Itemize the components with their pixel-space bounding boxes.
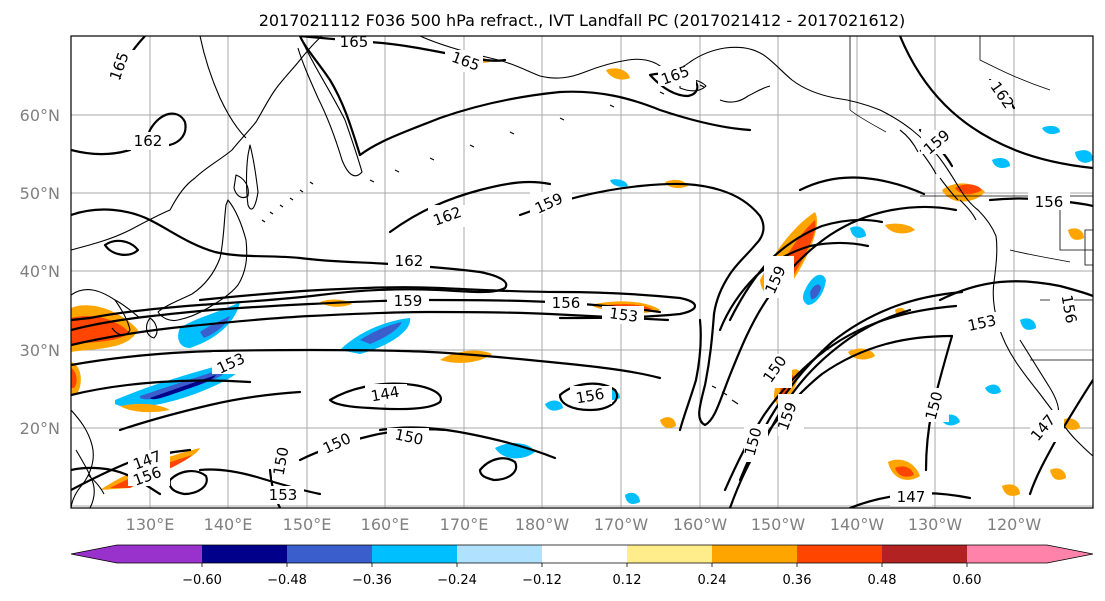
contour-label: 147 bbox=[897, 488, 926, 506]
contour-label: 162 bbox=[395, 252, 424, 270]
lon-label: 140°W bbox=[830, 515, 885, 534]
lon-label: 130°E bbox=[126, 515, 175, 534]
colorbar: −0.60 −0.48 −0.36 −0.24 −0.12 0.12 0.24 … bbox=[70, 544, 1094, 588]
lon-label: 150°E bbox=[283, 515, 332, 534]
colorbar-tick: 0.36 bbox=[783, 573, 812, 588]
lon-label: 180°W bbox=[515, 515, 570, 534]
lat-label: 20°N bbox=[20, 419, 60, 438]
colorbar-tick: −0.48 bbox=[267, 573, 307, 588]
lat-label: 60°N bbox=[20, 106, 60, 125]
lat-label: 40°N bbox=[20, 262, 60, 281]
colorbar-swatch bbox=[882, 545, 967, 563]
colorbar-tick: 0.48 bbox=[868, 573, 897, 588]
colorbar-tick: −0.12 bbox=[522, 573, 562, 588]
coastlines bbox=[71, 36, 1093, 508]
colorbar-outline bbox=[70, 544, 1094, 564]
colorbar-swatch bbox=[1047, 545, 1093, 563]
colorbar-swatch bbox=[372, 545, 457, 563]
lon-label: 140°E bbox=[204, 515, 253, 534]
lon-label: 130°W bbox=[908, 515, 963, 534]
colorbar-swatch bbox=[967, 545, 1047, 563]
contour-label: 156 bbox=[552, 294, 581, 312]
colorbar-tick: 0.12 bbox=[613, 573, 642, 588]
colorbar-swatch bbox=[797, 545, 882, 563]
contour-label: 153 bbox=[608, 304, 639, 326]
colorbar-tick: −0.24 bbox=[437, 573, 477, 588]
latitude-labels: 60°N 50°N 40°N 30°N 20°N bbox=[20, 106, 60, 438]
lon-label: 160°W bbox=[673, 515, 728, 534]
lon-label: 120°W bbox=[987, 515, 1042, 534]
lat-label: 30°N bbox=[20, 341, 60, 360]
contour-label: 156 bbox=[1058, 293, 1081, 324]
contour-label: 156 bbox=[1035, 193, 1064, 211]
contour-label-group: 165 165 165 165 162 162 162 162 159 159 … bbox=[106, 33, 1080, 506]
contour-label: 156 bbox=[574, 385, 605, 408]
contour-label: 165 bbox=[340, 33, 369, 51]
contour-label: 153 bbox=[269, 486, 298, 504]
colorbar-tick: 0.24 bbox=[698, 573, 727, 588]
contour-label: 150 bbox=[393, 425, 425, 449]
colorbar-tick: 0.60 bbox=[953, 573, 982, 588]
map-title: 2017021112 F036 500 hPa refract., IVT La… bbox=[259, 11, 906, 30]
lon-label: 160°E bbox=[361, 515, 410, 534]
colorbar-tick: −0.60 bbox=[182, 573, 222, 588]
colorbar-tick-labels: −0.60 −0.48 −0.36 −0.24 −0.12 0.12 0.24 … bbox=[182, 573, 981, 588]
contour-label: 159 bbox=[394, 292, 423, 310]
colorbar-swatch bbox=[627, 545, 712, 563]
colorbar-swatch bbox=[457, 545, 542, 563]
lon-label: 170°W bbox=[594, 515, 649, 534]
colorbar-tick: −0.36 bbox=[352, 573, 392, 588]
colorbar-swatch bbox=[71, 545, 117, 563]
lon-label: 150°W bbox=[751, 515, 806, 534]
contour-label: 150 bbox=[270, 445, 293, 476]
colorbar-swatch bbox=[542, 545, 627, 563]
colorbar-swatch bbox=[287, 545, 372, 563]
colorbar-swatch bbox=[117, 545, 202, 563]
map-content bbox=[71, 36, 1093, 508]
longitude-labels: 130°E 140°E 150°E 160°E 170°E 180°W 170°… bbox=[126, 515, 1042, 534]
contour-label: 153 bbox=[966, 311, 998, 335]
lon-label: 170°E bbox=[440, 515, 489, 534]
colorbar-swatch bbox=[712, 545, 797, 563]
refractivity-contours bbox=[71, 36, 1093, 508]
contour-label: 162 bbox=[134, 132, 163, 150]
map-frame bbox=[70, 35, 1094, 509]
contour-label: 144 bbox=[369, 383, 400, 406]
lat-label: 50°N bbox=[20, 184, 60, 203]
colorbar-swatch bbox=[202, 545, 287, 563]
